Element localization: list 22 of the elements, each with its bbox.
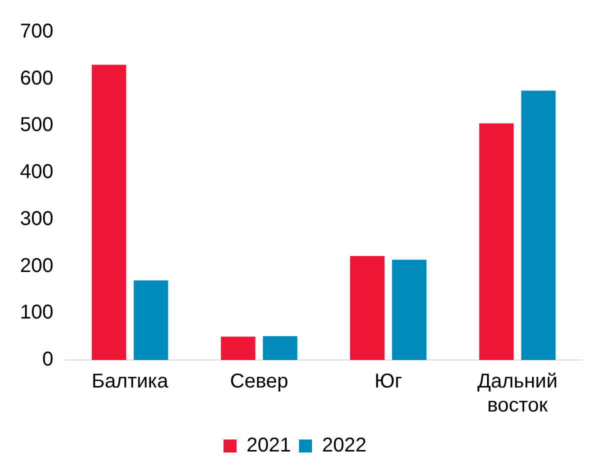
bar xyxy=(350,256,384,360)
y-tick-label: 500 xyxy=(20,114,54,136)
y-tick-label: 600 xyxy=(20,67,54,90)
y-tick-label: 400 xyxy=(20,161,54,184)
x-tick-label: Север xyxy=(230,370,288,393)
bar xyxy=(262,336,298,360)
bar xyxy=(479,123,514,360)
bar xyxy=(134,280,168,360)
bar xyxy=(92,64,126,360)
x-tick-label: Дальний восток xyxy=(477,370,558,417)
bar xyxy=(220,336,256,360)
legend-label: 2021 xyxy=(246,434,292,457)
y-tick-label: 0 xyxy=(42,348,54,371)
y-tick-label: 200 xyxy=(20,254,54,277)
x-tick-label: Балтика xyxy=(92,370,170,393)
legend-label: 2022 xyxy=(322,434,366,457)
bar xyxy=(392,260,426,360)
y-tick-label: 700 xyxy=(20,20,54,43)
bar xyxy=(521,90,556,360)
y-tick-label: 300 xyxy=(20,208,54,230)
y-tick-label: 100 xyxy=(20,302,54,324)
x-tick-label: Юг xyxy=(374,370,402,393)
